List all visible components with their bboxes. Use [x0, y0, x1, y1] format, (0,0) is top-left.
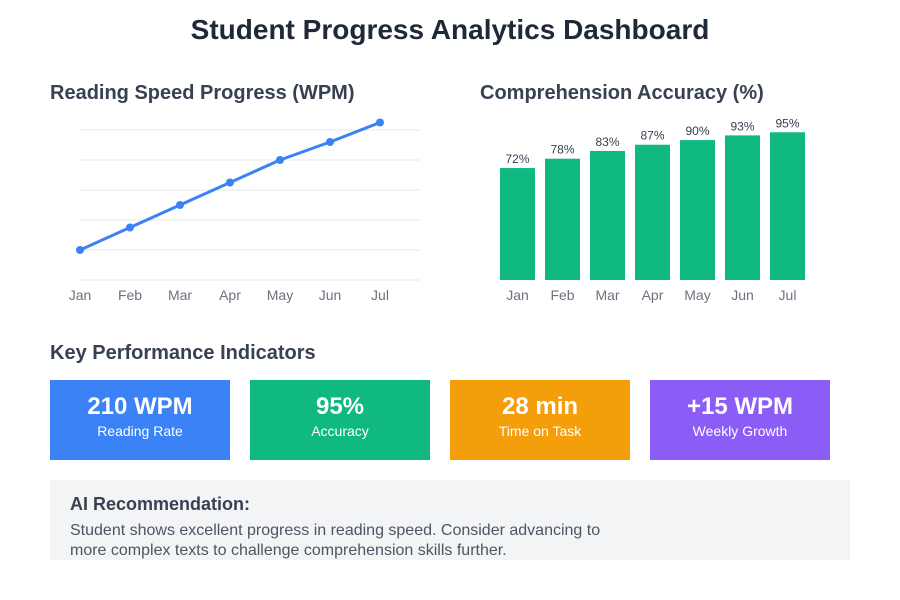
bar [725, 135, 760, 280]
page-title: Student Progress Analytics Dashboard [190, 14, 710, 45]
comprehension-bar-chart: 72% Jan 78% Feb 83% Mar 87% Apr 90% May 93% Jun 95% J… [500, 116, 805, 303]
data-point [376, 118, 384, 127]
bar [635, 144, 670, 280]
bar [500, 168, 535, 280]
bar [590, 150, 625, 280]
x-tick-label: Jul [371, 287, 389, 303]
bar-data-label: 90% [685, 124, 709, 138]
bar-data-label: 93% [730, 119, 754, 133]
bar-data-label: 78% [550, 143, 574, 157]
recommendation-text: Student shows excellent progress in read… [70, 522, 601, 559]
x-tick-label: Jan [506, 287, 529, 303]
x-tick-label: May [267, 287, 293, 303]
kpi-card-time-on-task: 28 min Time on Task [450, 380, 630, 460]
kpi-section-title: Key Performance Indicators [50, 342, 316, 364]
bar-data-label: 95% [775, 116, 799, 130]
kpi-value: +15 WPM [686, 393, 794, 420]
kpi-value: 210 WPM [87, 393, 193, 420]
bar [680, 140, 715, 280]
kpi-card-weekly-growth: +15 WPM Weekly Growth [650, 380, 830, 460]
bar-data-label: 83% [595, 135, 619, 149]
kpi-label: Accuracy [311, 423, 369, 439]
kpi-card-accuracy: 95% Accuracy [250, 380, 430, 460]
recommendation-title: AI Recommendation: [70, 494, 251, 514]
data-point [226, 178, 234, 187]
bar [770, 132, 805, 280]
x-tick-label: Mar [595, 287, 619, 303]
kpi-label: Reading Rate [97, 423, 183, 439]
ai-recommendation-panel: AI Recommendation: Student shows excelle… [50, 480, 850, 560]
data-point [126, 223, 134, 232]
kpi-label: Time on Task [498, 423, 582, 439]
x-tick-label: Jun [319, 287, 342, 303]
reading-speed-line-chart: Jan Feb Mar Apr May Jun Jul [69, 118, 420, 303]
x-tick-label: Apr [219, 287, 241, 303]
x-tick-label: Apr [642, 287, 664, 303]
x-tick-label: Jan [69, 287, 92, 303]
comprehension-chart-title: Comprehension Accuracy (%) [480, 82, 764, 104]
kpi-label: Weekly Growth [692, 423, 788, 439]
x-tick-label: May [684, 287, 710, 303]
data-point [176, 201, 184, 209]
kpi-card-reading-rate: 210 WPM Reading Rate [50, 380, 230, 460]
x-tick-label: Jul [779, 287, 797, 303]
bar-data-label: 72% [505, 152, 529, 166]
bar-data-label: 87% [640, 129, 664, 143]
x-tick-label: Jun [731, 287, 754, 303]
x-tick-label: Mar [168, 287, 192, 303]
x-tick-label: Feb [118, 287, 142, 303]
kpi-value: 95% [315, 393, 365, 420]
data-point [276, 156, 284, 164]
data-point [326, 138, 334, 146]
kpi-value: 28 min [501, 393, 579, 420]
bar [545, 158, 580, 280]
data-point [76, 246, 84, 254]
reading-speed-chart-title: Reading Speed Progress (WPM) [50, 82, 355, 104]
x-tick-label: Feb [550, 287, 574, 303]
